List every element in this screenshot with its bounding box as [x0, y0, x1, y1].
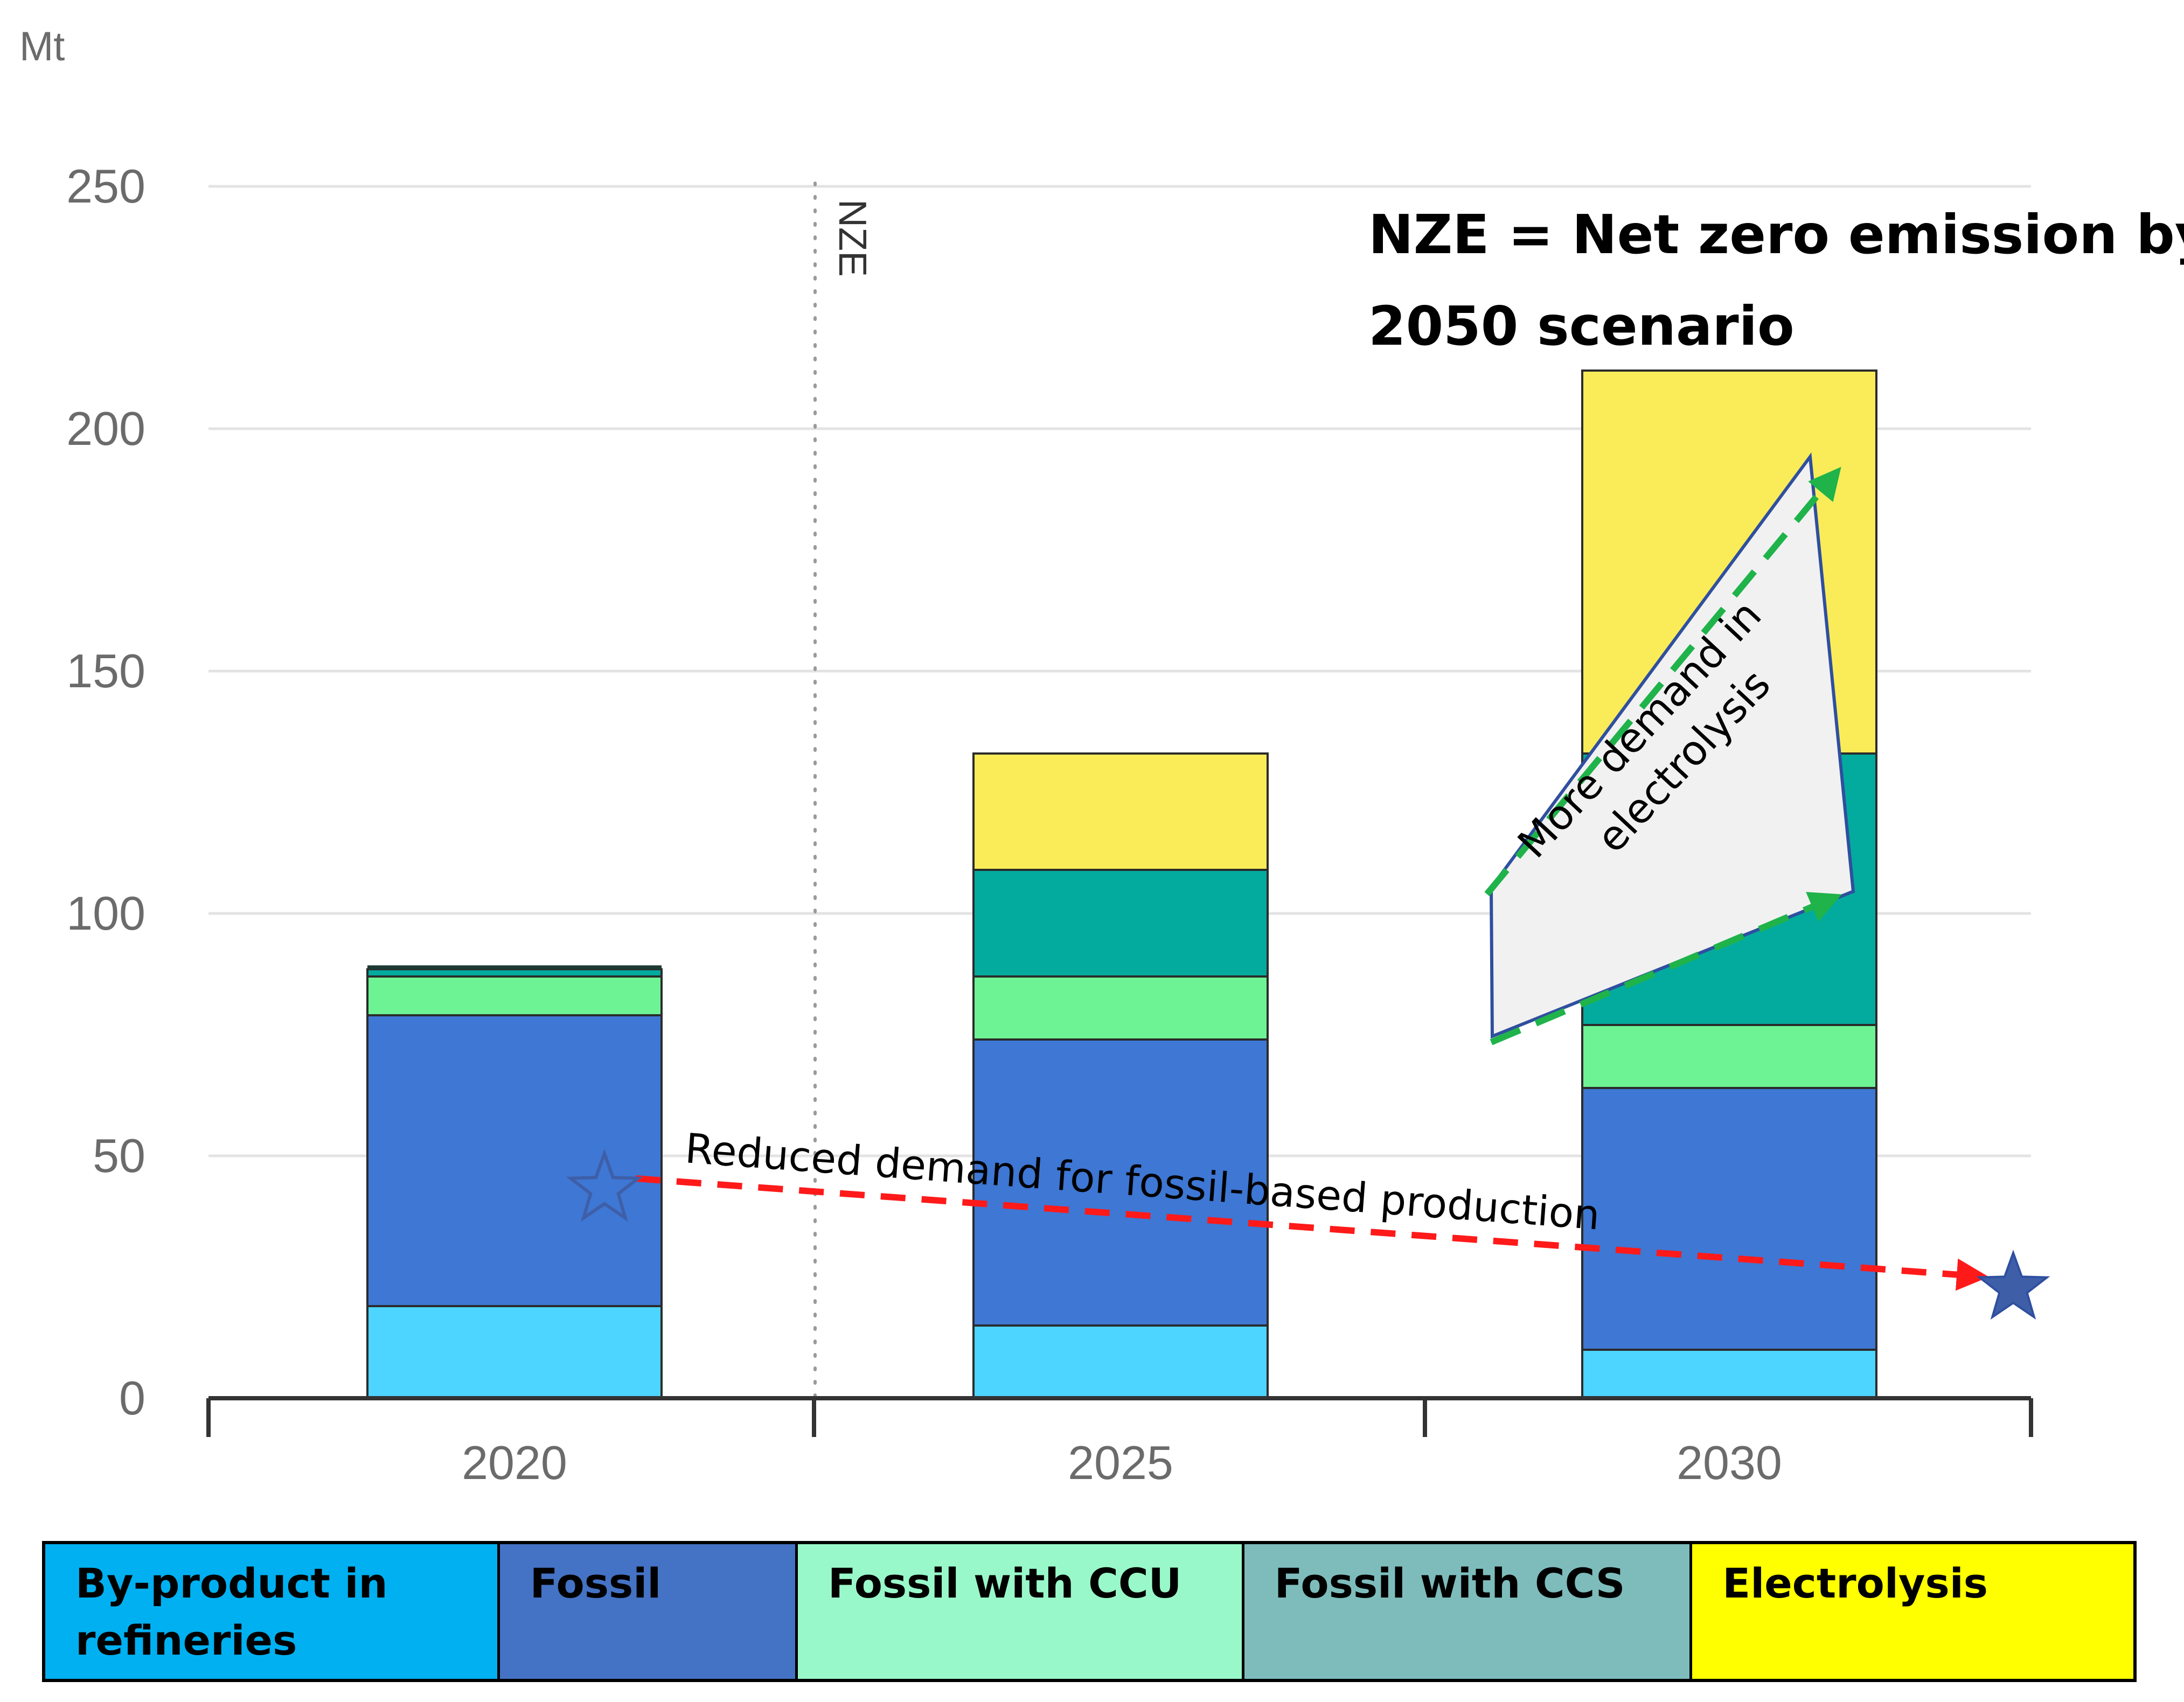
- legend-item-fossil: Fossil: [499, 1544, 798, 1679]
- bar-2025-fossil: [972, 1038, 1269, 1327]
- bar-2025-by-product-in-refineries: [972, 1324, 1269, 1399]
- legend-item-fossil-with-ccs: Fossil with CCS: [1244, 1544, 1693, 1679]
- star-filled-icon: [1976, 1250, 2050, 1320]
- electrolysis-callout-shape: [1489, 452, 1855, 1039]
- y-tick-label-250: 250: [66, 159, 145, 213]
- nze-note-line-2: 2050 scenario: [1368, 295, 1795, 358]
- bar-2030-fossil: [1581, 1087, 1877, 1351]
- bar-2020-cap: [367, 965, 662, 969]
- y-tick-label-100: 100: [66, 887, 145, 940]
- bar-2025-fossil-with-ccs: [972, 869, 1269, 978]
- electrolysis-arrow-lower: [1490, 892, 1842, 1045]
- y-tick-label-200: 200: [66, 402, 145, 455]
- bar-2020-by-product-in-refineries: [366, 1305, 663, 1399]
- electrolysis-arrow-upper: [1484, 466, 1841, 896]
- bar-2030-by-product-in-refineries: [1581, 1349, 1877, 1399]
- y-tick-label-50: 50: [93, 1129, 145, 1182]
- legend-item-by-product-in-refineries: By-product in refineries: [45, 1544, 500, 1679]
- nze-note-line-1: NZE = Net zero emission by: [1368, 203, 2184, 266]
- stacked-bar-chart: Mt 0 50 100 150 200 250 NZE 2020 2025 2030 NZE …: [19, 24, 2184, 1489]
- bar-2020-fossil: [366, 1014, 663, 1307]
- nze-marker-label: NZE: [831, 199, 874, 277]
- legend: By-product in refineries Fossil Fossil wit…: [42, 1541, 2137, 1682]
- x-axis: [206, 1396, 2033, 1437]
- bar-2030-fossil-with-ccu: [1581, 1024, 1877, 1089]
- fossil-reduction-arrow: [635, 1175, 1989, 1291]
- nze-definition-note: NZE = Net zero emission by 2050 scenario: [1368, 203, 2184, 358]
- x-tick-label-2020: 2020: [462, 1436, 567, 1489]
- legend-item-electrolysis: Electrolysis: [1692, 1544, 2133, 1679]
- legend-item-fossil-with-ccu: Fossil with CCU: [797, 1544, 1244, 1679]
- x-tick-label-2030: 2030: [1677, 1436, 1782, 1489]
- x-tick-label-2025: 2025: [1068, 1436, 1173, 1489]
- y-tick-label-150: 150: [66, 644, 145, 697]
- bar-2025-electrolysis: [972, 752, 1269, 871]
- bar-2020-fossil-with-ccs: [366, 968, 663, 978]
- bar-2020-fossil-with-ccu: [366, 975, 663, 1016]
- y-tick-label-0: 0: [119, 1371, 145, 1425]
- bar-2025-fossil-with-ccu: [972, 975, 1269, 1041]
- y-axis-unit-label: Mt: [19, 24, 65, 69]
- star-outline-icon: [566, 1149, 643, 1222]
